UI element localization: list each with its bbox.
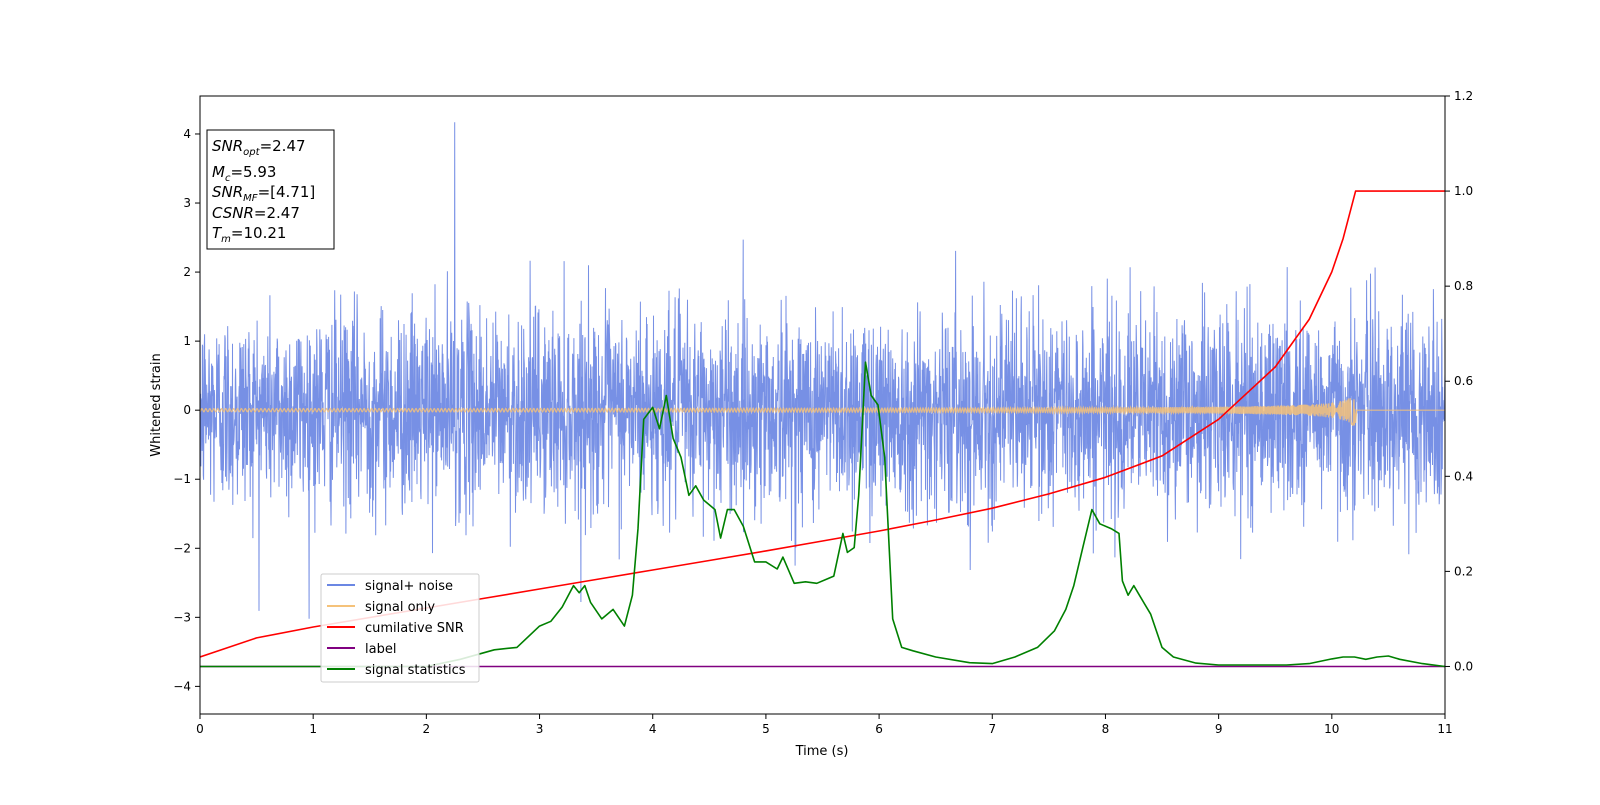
y-tick-label: −4 <box>173 679 191 693</box>
y-axis-left: −4 −3 −2 −1 0 1 2 3 4 <box>173 127 200 693</box>
legend-label-signal-statistics: signal statistics <box>365 663 466 678</box>
x-tick-label: 1 <box>309 722 317 736</box>
y-tick-label: −2 <box>173 541 191 555</box>
infobox-frame <box>206 129 335 250</box>
y-tick-label: 1 <box>183 334 191 348</box>
x-tick-label: 7 <box>988 722 996 736</box>
infobox-line: Mc=5.93 <box>212 163 276 184</box>
legend-frame <box>320 573 480 683</box>
y2-tick-label: 0.8 <box>1454 279 1473 293</box>
legend-label-label: label <box>365 642 396 657</box>
y2-tick-label: 0.6 <box>1454 374 1473 388</box>
x-tick-label: 2 <box>423 722 431 736</box>
x-tick-label: 4 <box>649 722 657 736</box>
legend: signal+ noise signal only cumilative SNR la… <box>320 573 480 683</box>
x-axis-label: Time (s) <box>795 744 849 759</box>
x-tick-label: 11 <box>1437 722 1452 736</box>
infobox-line: Tm=10.21 <box>212 224 286 245</box>
y2-tick-label: 0.2 <box>1454 564 1473 578</box>
legend-label-cumilative-snr: cumilative SNR <box>365 621 464 636</box>
y-tick-label: 0 <box>183 403 191 417</box>
legend-label-signal-noise: signal+ noise <box>365 579 453 594</box>
y-tick-label: −3 <box>173 610 191 624</box>
x-tick-label: 5 <box>762 722 770 736</box>
plot-frame <box>199 95 1446 715</box>
x-tick-label: 6 <box>875 722 883 736</box>
x-tick-label: 0 <box>196 722 204 736</box>
infobox-line: SNRopt=2.47 <box>212 137 306 158</box>
y2-tick-label: 1.0 <box>1454 184 1473 198</box>
series-signal-noise <box>200 122 1445 619</box>
legend-label-signal-only: signal only <box>365 600 435 615</box>
x-tick-label: 8 <box>1102 722 1110 736</box>
y-tick-label: 4 <box>183 127 191 141</box>
y-tick-label: 2 <box>183 265 191 279</box>
x-tick-label: 3 <box>536 722 544 736</box>
y2-tick-label: 0.4 <box>1454 469 1473 483</box>
y-tick-label: 3 <box>183 196 191 210</box>
series-signal-only <box>200 397 1445 426</box>
y-axis-label: Whitened strain <box>149 353 164 456</box>
series-signal-statistics <box>200 361 1445 668</box>
y2-tick-label: 0.0 <box>1454 659 1473 673</box>
infobox-line: CSNR=2.47 <box>212 204 300 222</box>
x-axis: 0 1 2 3 4 5 6 7 8 9 10 11 <box>196 714 1453 736</box>
y2-tick-label: 1.2 <box>1454 89 1473 103</box>
y-tick-label: −1 <box>173 472 191 486</box>
x-tick-label: 10 <box>1324 722 1339 736</box>
infobox-line: SNRMF=[4.71] <box>212 183 315 204</box>
y-axis-right: 0.0 0.2 0.4 0.6 0.8 1.0 1.2 <box>1445 89 1473 673</box>
x-tick-label: 9 <box>1215 722 1223 736</box>
